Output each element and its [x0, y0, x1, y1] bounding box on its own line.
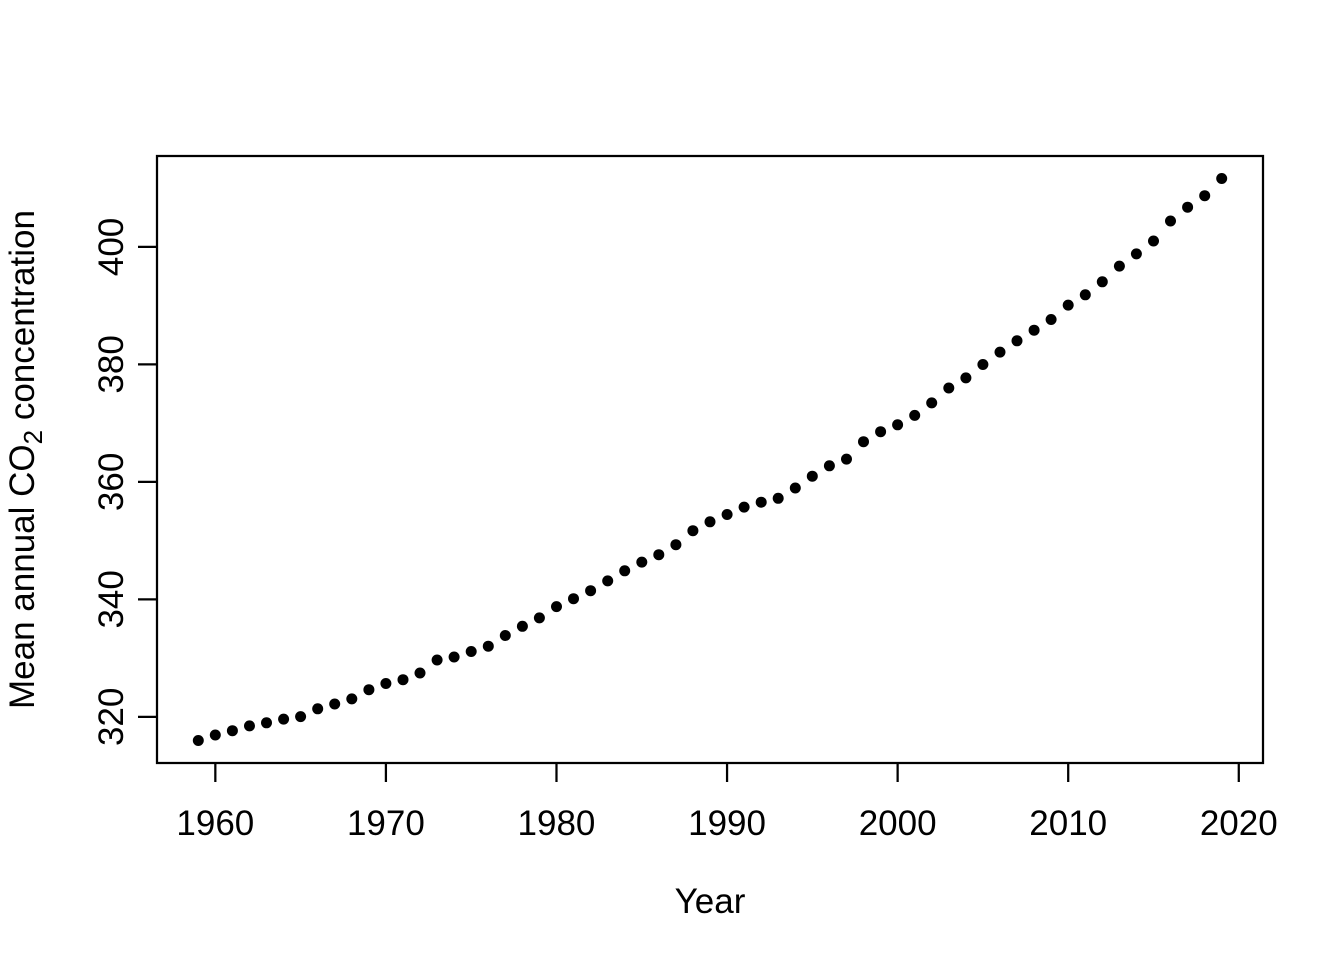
data-point [943, 382, 955, 394]
data-point [363, 684, 375, 696]
data-point [499, 630, 511, 641]
data-point [414, 667, 426, 679]
data-point [738, 501, 750, 513]
data-point [1045, 314, 1057, 325]
data-point [977, 359, 989, 370]
data-point [1165, 215, 1176, 227]
data-point [1182, 201, 1194, 213]
data-point [1216, 173, 1228, 184]
data-point [772, 492, 784, 504]
data-point [312, 703, 324, 715]
data-point [909, 409, 921, 421]
data-point [261, 717, 272, 729]
data-point [397, 674, 409, 686]
data-point [568, 593, 579, 605]
data-point [380, 678, 392, 689]
data-point [295, 711, 307, 723]
data-point [823, 460, 835, 472]
data-point [755, 496, 767, 508]
data-point [789, 482, 801, 494]
y-axis-tick-label: 400 [92, 218, 131, 276]
data-point [875, 426, 887, 438]
data-point [1079, 289, 1091, 301]
y-axis-title: Mean annual CO2 concentration [3, 210, 48, 709]
plot-box [155, 154, 1265, 765]
x-axis-tick-label: 1960 [176, 804, 254, 843]
data-point [226, 725, 238, 737]
data-point [1096, 276, 1108, 288]
x-axis-title: Year [675, 882, 746, 921]
data-point [346, 693, 358, 705]
data-point [533, 612, 545, 624]
data-point [1011, 335, 1023, 347]
data-point [858, 436, 869, 448]
x-axis-tick-label: 1980 [518, 804, 596, 843]
data-point [960, 372, 972, 384]
data-point [192, 735, 204, 746]
data-point [841, 453, 852, 465]
x-axis-tick-label: 2000 [859, 804, 937, 843]
data-point [516, 620, 528, 632]
data-point [329, 698, 341, 710]
data-point [278, 713, 290, 725]
data-point [431, 654, 443, 666]
y-axis-tick-label: 380 [92, 335, 131, 393]
data-point [670, 539, 682, 551]
y-axis-tick-label: 320 [92, 688, 131, 746]
x-axis-tick-label: 1990 [688, 804, 766, 843]
data-point [721, 509, 733, 520]
data-point [994, 346, 1006, 358]
data-point [551, 601, 562, 613]
x-axis-tick-label: 1970 [347, 804, 425, 843]
data-point [687, 525, 699, 537]
x-axis-tick-label: 2020 [1200, 804, 1278, 843]
data-point [465, 646, 477, 657]
data-point [636, 556, 648, 568]
data-point [619, 565, 631, 577]
data-point [244, 720, 255, 732]
data-point [209, 729, 221, 741]
data-point [926, 397, 938, 409]
data-point [1062, 299, 1074, 311]
y-axis-tick-label: 360 [92, 453, 131, 511]
data-point [1113, 260, 1125, 272]
data-points [192, 173, 1228, 746]
data-point [1148, 235, 1159, 247]
data-point [1130, 248, 1142, 260]
y-axis-tick-label: 340 [92, 570, 131, 628]
data-point [448, 651, 460, 663]
data-point [1199, 190, 1211, 202]
data-point [653, 549, 665, 561]
data-point [482, 640, 494, 652]
data-point [704, 516, 716, 528]
data-point [585, 585, 597, 597]
x-axis-tick-label: 2010 [1029, 804, 1107, 843]
data-point [806, 470, 818, 482]
data-point [602, 575, 614, 587]
data-point [892, 419, 904, 431]
data-point [1028, 324, 1040, 336]
